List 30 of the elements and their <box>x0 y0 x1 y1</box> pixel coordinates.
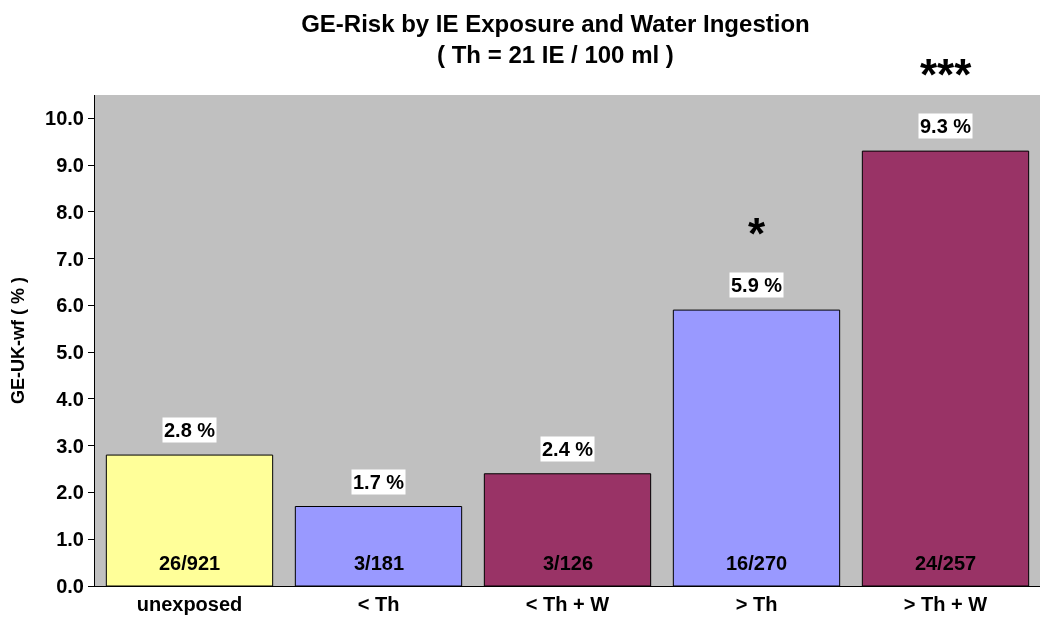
annotation: *** <box>920 50 973 99</box>
y-axis-title: GE-UK-wf ( % ) <box>8 277 29 404</box>
annotation: * <box>748 209 766 258</box>
y-tick-label: 10.0 <box>45 107 84 130</box>
y-tick-label: 2.0 <box>56 481 84 504</box>
y-tick-label: 7.0 <box>56 247 84 270</box>
x-tick-label: > Th <box>735 593 778 615</box>
annotation: 24/257 <box>915 552 977 574</box>
x-tick-label: < Th + W <box>525 593 610 615</box>
y-tick-label: 1.0 <box>56 528 84 551</box>
y-tick-label: 5.0 <box>56 341 84 364</box>
chart-title: GE-Risk by IE Exposure and Water Ingestion ( Th = 21 IE / 100 ml ) <box>301 9 810 68</box>
x-tick-label: unexposed <box>136 593 243 615</box>
data-label: 5.9 % <box>731 274 783 296</box>
x-tick-label: > Th + W <box>903 593 988 615</box>
annotation: 16/270 <box>726 552 788 574</box>
data-label: 2.8 % <box>164 419 216 441</box>
y-tick-label: 3.0 <box>56 434 84 457</box>
annotation: 26/921 <box>159 552 221 574</box>
annotation: 3/181 <box>354 552 405 574</box>
y-tick-label: 0.0 <box>56 575 84 597</box>
y-tick-label: 8.0 <box>56 200 84 223</box>
y-tick-label: 6.0 <box>56 294 84 317</box>
data-label: 2.4 % <box>542 438 594 460</box>
data-label: 9.3 % <box>920 115 972 137</box>
x-tick-label: < Th <box>357 593 400 615</box>
data-label: 1.7 % <box>353 471 405 493</box>
y-tick-label: 9.0 <box>56 154 84 177</box>
annotation: 3/126 <box>543 552 594 574</box>
y-tick-label: 4.0 <box>56 387 84 410</box>
